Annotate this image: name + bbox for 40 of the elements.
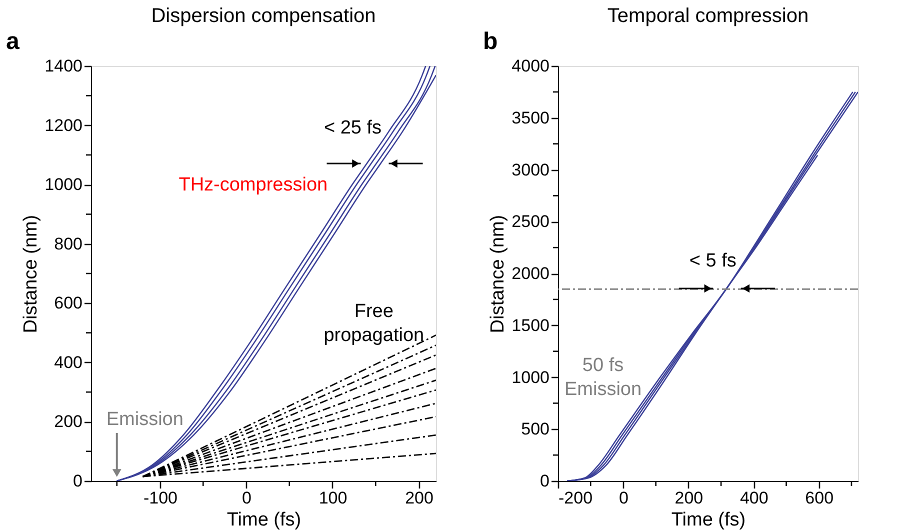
x-tick-label: -100 — [143, 488, 178, 508]
y-axis-title: Distance (nm) — [488, 214, 509, 334]
x-tick-label: 200 — [674, 488, 704, 508]
y-tick-label: 400 — [54, 352, 82, 372]
annotation: < 25 fs — [324, 118, 382, 139]
annotation: Free propagation — [324, 300, 424, 346]
annotation: Emission — [106, 409, 184, 430]
y-tick-label: 0 — [540, 472, 550, 490]
x-tick-label: -200 — [558, 488, 593, 508]
y-tick-label: 4000 — [512, 56, 550, 76]
text: b — [483, 28, 498, 55]
y-tick-label: 3500 — [512, 108, 550, 128]
y-tick-label: 200 — [54, 412, 82, 432]
chart-title: Dispersion compensation — [151, 5, 376, 27]
y-tick-label: 500 — [521, 420, 550, 439]
y-tick-label: 3000 — [512, 160, 550, 180]
x-tick-label: 600 — [805, 488, 834, 508]
x-tick-label: 0 — [618, 488, 628, 508]
x-axis-title: Time (fs) — [671, 510, 746, 530]
annotation: < 5 fs — [689, 250, 736, 272]
y-tick-label: 600 — [54, 294, 82, 313]
y-tick-label: 0 — [73, 472, 82, 490]
text: a — [6, 28, 20, 55]
annotation: THz-compression — [178, 174, 328, 196]
y-tick-label: 2000 — [512, 264, 550, 283]
y-tick-label: 1000 — [512, 368, 550, 387]
chart-title: Temporal compression — [607, 5, 809, 27]
y-tick-label: 1200 — [44, 116, 82, 135]
x-tick-label: 0 — [242, 488, 252, 508]
x-tick-label: 200 — [405, 488, 434, 508]
y-tick-label: 1400 — [44, 56, 82, 76]
x-tick-label: 400 — [740, 488, 768, 508]
x-tick-label: 100 — [318, 488, 348, 508]
y-tick-label: 800 — [54, 234, 82, 254]
y-tick-label: 2500 — [512, 212, 550, 232]
y-axis-title: Distance (nm) — [20, 214, 42, 334]
y-tick-label: 1500 — [512, 316, 550, 335]
annotation: 50 fs Emission — [564, 354, 642, 400]
x-axis-title: Time (fs) — [226, 510, 302, 530]
y-tick-label: 1000 — [44, 175, 82, 194]
